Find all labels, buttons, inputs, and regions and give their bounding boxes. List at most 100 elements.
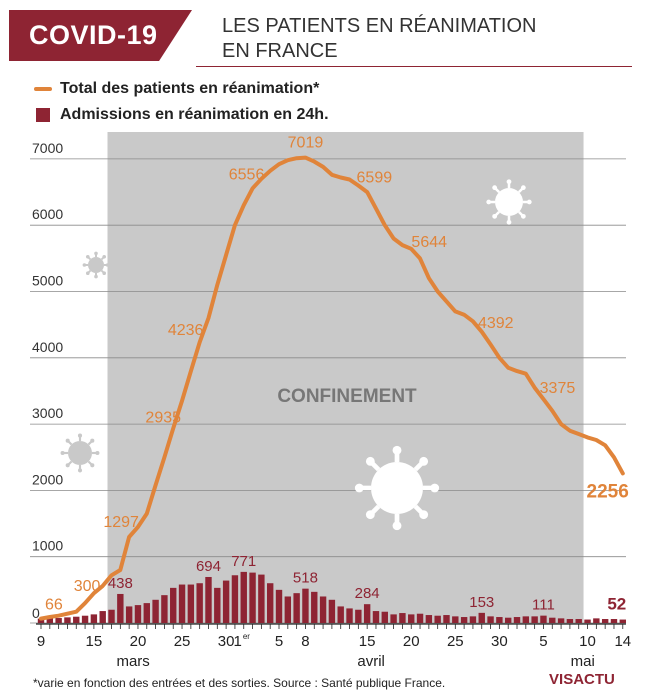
- admission-bar: [522, 616, 530, 623]
- admission-bar: [161, 595, 168, 623]
- header-divider: [196, 66, 632, 67]
- footnote: *varie en fonction des entrées et des so…: [33, 676, 446, 690]
- legend-item-line: Total des patients en réanimation*: [34, 76, 329, 102]
- x-tick-label: 8: [301, 633, 309, 650]
- x-tick-label: 9: [37, 633, 45, 650]
- virus-knob: [354, 483, 364, 493]
- line-annotation: 6556: [229, 166, 265, 183]
- visactu-logo: VISACTU: [549, 671, 615, 688]
- admission-bar: [593, 618, 600, 623]
- admission-bar: [275, 589, 283, 623]
- virus-knob: [486, 199, 492, 205]
- month-label: mars: [116, 653, 149, 670]
- admission-bar: [125, 606, 133, 623]
- admission-bar: [46, 618, 54, 623]
- y-tick-label: 4000: [32, 339, 63, 355]
- legend-line-label: Total des patients en réanimation*: [60, 80, 320, 97]
- virus-knob: [60, 450, 65, 456]
- y-tick-label: 3000: [32, 405, 63, 421]
- bar-annotation: 518: [293, 570, 318, 587]
- virus-knob: [94, 251, 98, 256]
- virus-knob: [85, 254, 90, 259]
- admission-bar: [284, 596, 292, 623]
- virus-icon: [486, 179, 532, 225]
- y-tick-label: 6000: [32, 206, 63, 222]
- bar-annotation: 438: [108, 575, 133, 592]
- line-annotation: 66: [45, 597, 63, 614]
- badge-text: COVID-19: [29, 20, 158, 50]
- admission-bar: [178, 584, 186, 623]
- virus-knob: [506, 219, 512, 225]
- total-patients-line: [39, 155, 625, 621]
- legend-line-swatch: [34, 87, 52, 91]
- virus-icon: [82, 251, 110, 279]
- x-tick-label: 1er: [234, 632, 251, 650]
- admission-bar: [390, 614, 397, 623]
- admission-bar: [222, 580, 230, 623]
- admission-bar: [196, 583, 203, 623]
- virus-knob: [105, 263, 110, 267]
- virus-knob: [102, 254, 107, 259]
- admission-bar: [443, 615, 450, 623]
- virus-knob: [419, 510, 429, 520]
- virus-knob: [492, 185, 498, 191]
- y-tick-label: 1000: [32, 538, 63, 554]
- virus-knob: [419, 456, 429, 466]
- admission-bar: [346, 608, 353, 623]
- virus-knob: [520, 213, 526, 219]
- admission-bar: [134, 605, 142, 623]
- virus-icon: [354, 445, 440, 531]
- bar-annotation: 284: [355, 585, 380, 602]
- admission-bar: [549, 617, 556, 623]
- virus-knob: [77, 468, 83, 473]
- admission-bar: [381, 611, 388, 623]
- virus-body: [371, 462, 423, 514]
- y-tick-label: 2000: [32, 471, 63, 487]
- virus-knob: [77, 433, 83, 438]
- month-label: avril: [357, 653, 385, 670]
- virus-knob: [392, 521, 402, 531]
- admission-bar: [108, 609, 115, 623]
- line-annotation: 300: [74, 578, 101, 595]
- line-annotation: 1297: [103, 514, 139, 531]
- covid-badge: COVID-19: [9, 10, 192, 61]
- virus-knob: [526, 199, 532, 205]
- virus-knob: [492, 213, 498, 219]
- admission-bar: [425, 615, 433, 623]
- admission-bar: [311, 591, 318, 623]
- bar-annotation: 153: [469, 594, 494, 611]
- line-annotation: 4392: [478, 315, 514, 332]
- bar-annotation: 111: [532, 597, 555, 614]
- bar-annotation: 52: [607, 595, 626, 614]
- x-tick-label: 10: [579, 633, 596, 650]
- admission-bar: [355, 609, 362, 623]
- admission-bar: [469, 616, 477, 623]
- virus-knob: [82, 263, 87, 267]
- legend: Total des patients en réanimation* Admis…: [34, 76, 329, 128]
- admission-bar: [258, 574, 265, 623]
- admission-bar: [487, 616, 494, 623]
- virus-knob: [102, 271, 107, 276]
- x-tick-label: 15: [86, 633, 103, 650]
- admission-bar: [90, 614, 98, 623]
- x-tick-label: 30: [218, 633, 235, 650]
- line-annotation: 4236: [168, 322, 204, 339]
- line-annotation: 2256: [587, 481, 629, 502]
- line-annotation: 5644: [411, 234, 447, 251]
- logo-part-1: VI: [549, 671, 564, 688]
- bar-annotation: 771: [231, 553, 256, 570]
- admission-bar: [557, 618, 565, 623]
- admission-bar: [584, 619, 591, 623]
- virus-knob: [90, 463, 95, 468]
- legend-item-bars: Admissions en réanimation en 24h.: [34, 102, 329, 128]
- virus-knob: [90, 438, 95, 443]
- logo-part-2: S: [563, 671, 574, 688]
- virus-knob: [520, 185, 526, 191]
- admission-bar: [187, 584, 195, 623]
- admission-bar: [117, 593, 124, 623]
- admission-bar: [575, 619, 582, 623]
- virus-knob: [392, 445, 402, 455]
- virus-knob: [506, 179, 512, 185]
- virus-knob: [65, 438, 70, 443]
